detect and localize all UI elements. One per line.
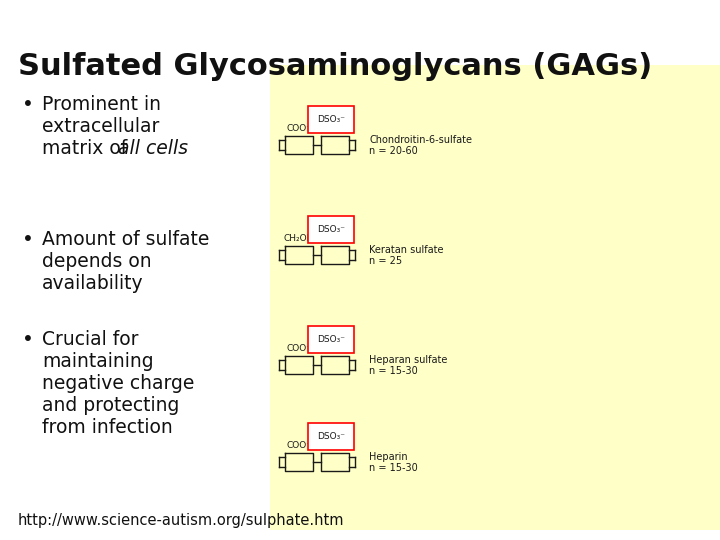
Text: COO⁻: COO⁻ (287, 344, 312, 353)
Text: DSO₃⁻: DSO₃⁻ (317, 335, 345, 344)
Text: CH₂OH: CH₂OH (284, 234, 314, 243)
Text: COO⁻: COO⁻ (287, 441, 312, 450)
Text: n = 15-30: n = 15-30 (369, 366, 418, 376)
Text: COO⁻: COO⁻ (287, 124, 312, 133)
Text: depends on: depends on (42, 252, 152, 271)
Text: from infection: from infection (42, 418, 173, 437)
Text: Sulfated Glycosaminoglycans (GAGs): Sulfated Glycosaminoglycans (GAGs) (18, 52, 652, 81)
Text: availability: availability (42, 274, 143, 293)
Text: matrix of: matrix of (42, 139, 133, 158)
Text: •: • (22, 230, 34, 249)
Text: n = 25: n = 25 (369, 256, 402, 266)
Text: Keratan sulfate: Keratan sulfate (369, 245, 444, 255)
Text: Crucial for: Crucial for (42, 330, 138, 349)
Text: all cells: all cells (117, 139, 188, 158)
Text: Prominent in: Prominent in (42, 95, 161, 114)
Text: and protecting: and protecting (42, 396, 179, 415)
Text: Chondroitin-6-sulfate: Chondroitin-6-sulfate (369, 135, 472, 145)
Text: extracellular: extracellular (42, 117, 159, 136)
Text: DSO₃⁻: DSO₃⁻ (317, 432, 345, 441)
Text: negative charge: negative charge (42, 374, 194, 393)
Text: n = 20-60: n = 20-60 (369, 146, 418, 156)
Text: Amount of sulfate: Amount of sulfate (42, 230, 210, 249)
Text: DSO₃⁻: DSO₃⁻ (317, 115, 345, 124)
Text: •: • (22, 95, 34, 114)
Text: •: • (22, 330, 34, 349)
Text: maintaining: maintaining (42, 352, 153, 371)
Bar (270, 65, 720, 530)
Text: http://www.science-autism.org/sulphate.htm: http://www.science-autism.org/sulphate.h… (18, 513, 344, 528)
Text: DSO₃⁻: DSO₃⁻ (317, 225, 345, 234)
Text: Heparin: Heparin (369, 452, 408, 462)
Text: Heparan sulfate: Heparan sulfate (369, 355, 447, 365)
Text: n = 15-30: n = 15-30 (369, 463, 418, 473)
